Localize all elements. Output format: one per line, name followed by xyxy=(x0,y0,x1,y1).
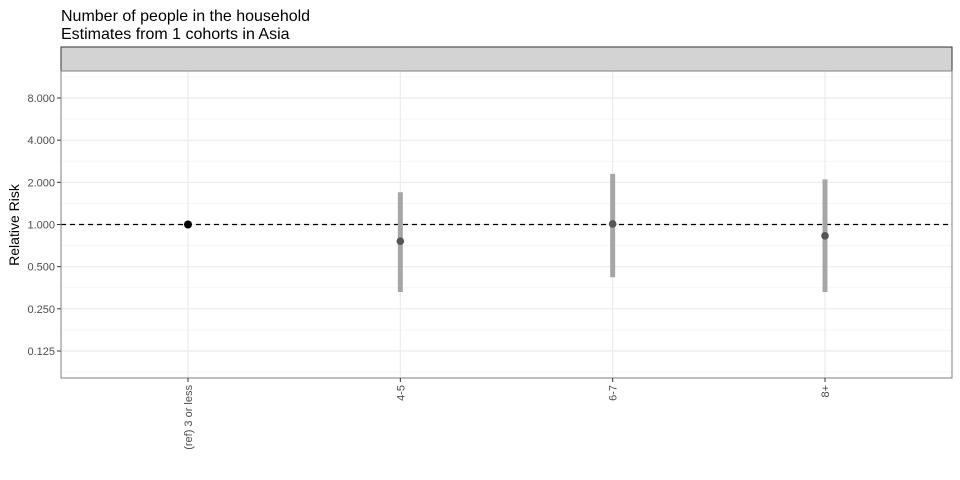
y-tick-label: 1.000 xyxy=(27,220,55,232)
y-tick-label: 8.000 xyxy=(27,93,55,105)
estimate-point xyxy=(821,232,829,240)
plot-area: 0.125 0.250 0.500 1.000 2.000 4.000 8.000 (ref)… xyxy=(27,46,953,450)
x-tick-label: 6-7 xyxy=(608,385,620,401)
y-tick-label: 0.250 xyxy=(27,304,55,316)
y-tick-label: 0.500 xyxy=(27,262,55,274)
facet-strip xyxy=(60,46,953,72)
chart-subtitle: Estimates from 1 cohorts in Asia xyxy=(61,26,290,43)
x-tick-label: (ref) 3 or less xyxy=(183,385,195,450)
y-tick-label: 4.000 xyxy=(27,135,55,147)
chart-title: Number of people in the household xyxy=(61,8,310,25)
x-tick-label: 8+ xyxy=(820,385,832,398)
reference-point xyxy=(184,220,192,229)
x-tick-label: 4-5 xyxy=(395,385,407,401)
y-axis-title: Relative Risk xyxy=(6,183,22,266)
panel-border xyxy=(60,70,953,379)
estimate-point xyxy=(396,237,405,245)
estimate-point xyxy=(608,220,617,228)
y-tick-label: 2.000 xyxy=(27,177,55,189)
y-tick-label: 0.125 xyxy=(27,346,55,358)
